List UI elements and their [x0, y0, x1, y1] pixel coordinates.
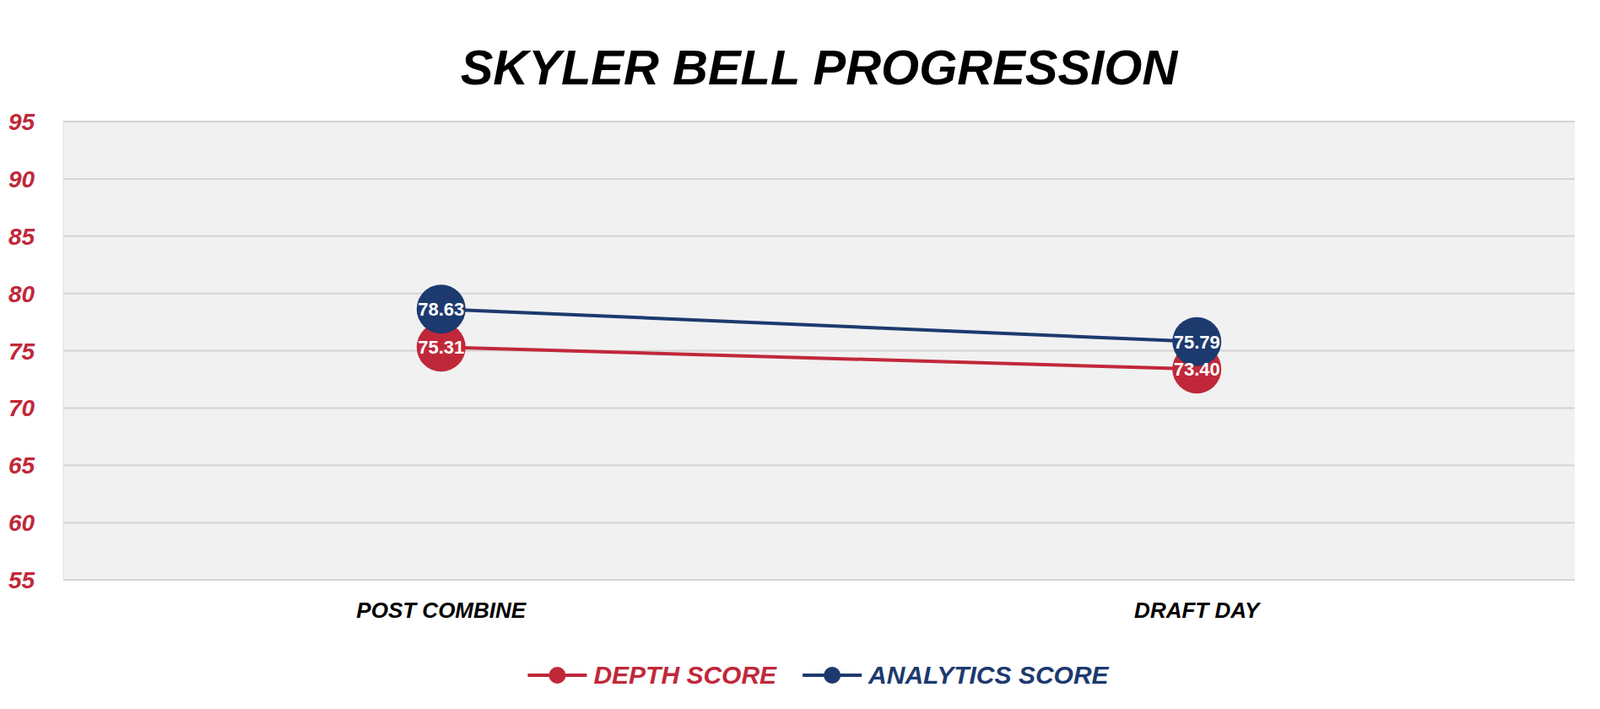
y-axis-line: [63, 121, 65, 580]
plot-background: [63, 121, 1575, 580]
marks: [416, 284, 1222, 394]
legend-marker: [548, 666, 566, 684]
y-tick-label: 60: [8, 509, 36, 536]
data-label: 78.63: [417, 298, 465, 320]
grid-line: [63, 578, 1575, 581]
x-tick-label: POST COMBINE: [356, 597, 526, 623]
y-tick-label: 75: [8, 338, 36, 365]
legend-item: ANALYTICS SCORE: [802, 660, 1109, 689]
series-line: [441, 346, 1198, 369]
y-tick-label: 65: [8, 452, 36, 479]
grid-line: [63, 464, 1575, 466]
legend-label: DEPTH SCORE: [593, 660, 778, 689]
grid-line: [63, 350, 1575, 352]
legend-marker: [823, 666, 841, 684]
y-tick-label: 95: [8, 108, 36, 136]
y-tick-label: 85: [8, 223, 36, 250]
grid-line: [63, 178, 1575, 180]
title: SKYLER BELL PROGRESSION: [460, 39, 1179, 95]
data-label: 73.40: [1173, 358, 1221, 380]
y-tick-label: 70: [8, 394, 36, 422]
grid-line: [63, 120, 1575, 123]
data-label: 75.31: [417, 336, 465, 358]
y-tick-label: 80: [8, 281, 36, 308]
data-labels: 75.31 73.40 78.63 75.79: [417, 298, 1221, 380]
grid-line: [63, 521, 1575, 524]
grid-line: [63, 406, 1575, 409]
point: [416, 284, 466, 334]
series-line: [441, 308, 1198, 342]
legend-item: DEPTH SCORE: [527, 660, 778, 689]
y-tick-label: 90: [8, 166, 36, 193]
grid-line: [63, 292, 1575, 295]
data-label: 75.79: [1173, 331, 1221, 353]
legend-label: ANALYTICS SCORE: [867, 660, 1109, 689]
x-tick-label: DRAFT DAY: [1134, 597, 1262, 623]
legend: DEPTH SCORE ANALYTICS SCORE: [527, 660, 1109, 689]
chart: SKYLER BELL PROGRESSION 55 60 65 70 75 80 85 90 9…: [0, 0, 1600, 709]
grid-line: [63, 235, 1575, 238]
y-tick-label: 55: [8, 567, 36, 594]
